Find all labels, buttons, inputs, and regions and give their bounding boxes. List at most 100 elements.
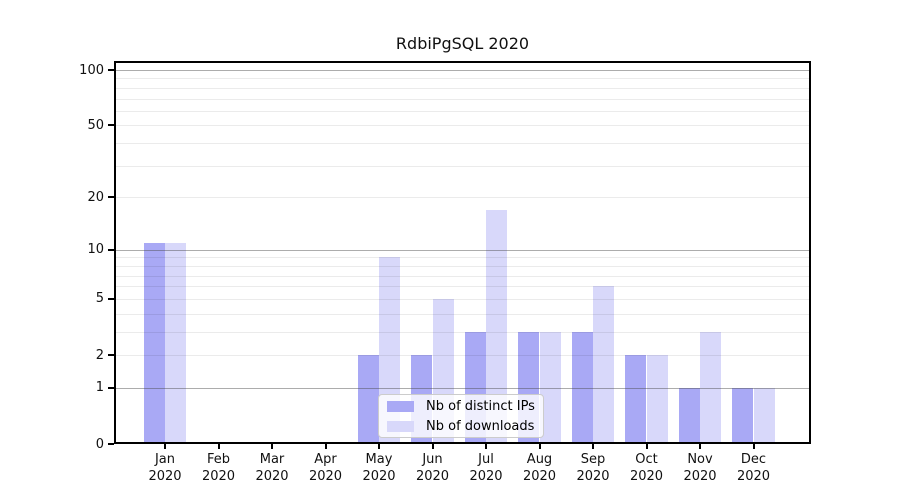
y-tick-mark [108,248,114,251]
grid-line-major [116,249,809,251]
y-tick-mark [108,69,114,71]
y-tick-label: 10 [87,242,104,258]
x-tick-month: Oct [635,452,658,467]
y-tick-mark [108,124,114,127]
bar-distinct-ips [357,355,379,443]
grid-line-minor [116,265,809,267]
bar-downloads [646,355,668,443]
x-tick-label: Aug 2020 [508,451,572,485]
x-tick-year: 2020 [201,469,236,484]
grid-line-major [116,70,809,71]
y-tick-label: 0 [95,436,104,452]
x-tick-month: Aug [526,452,553,467]
grid-line-minor [116,143,809,145]
grid-line-minor [116,165,809,167]
x-tick-label: Dec 2020 [722,451,786,485]
grid-line-minor [116,286,809,288]
x-tick-mark [645,444,648,449]
x-tick-mark [752,444,755,449]
y-tick-label: 2 [95,347,104,363]
bar-downloads [539,331,561,443]
x-tick-year: 2020 [362,469,396,484]
x-tick-mark [592,444,594,449]
grid-line-minor [116,98,809,100]
x-tick-month: Mar [259,452,285,467]
bar-distinct-ips [143,242,165,443]
x-tick-year: 2020 [148,469,182,484]
x-tick-mark [164,444,166,449]
x-tick-year: 2020 [415,469,450,484]
grid-line-minor [116,298,809,300]
y-tick-label: 20 [87,189,104,205]
y-tick-mark [108,354,114,356]
x-tick-mark [378,444,380,449]
x-tick-label: Oct 2020 [615,451,679,485]
y-tick-mark [108,297,114,300]
x-tick-label: Jan 2020 [133,451,197,485]
x-tick-month: Jun [422,452,443,467]
y-tick-label: 50 [87,117,104,133]
x-tick-month: May [365,452,393,467]
y-tick-label: 5 [95,291,104,307]
grid-line-major [116,387,809,389]
grid-line-minor [116,355,809,356]
bar-distinct-ips [625,355,647,443]
legend-row: Nb of distinct IPs [387,396,543,416]
bar-downloads [753,387,775,443]
x-tick-month: Jan [154,452,176,467]
x-tick-month: Apr [314,452,337,467]
x-tick-year: 2020 [255,469,289,484]
legend-label: Nb of distinct IPs [426,398,535,414]
y-tick-mark [108,196,114,199]
grid-line-minor [116,197,809,199]
bar-distinct-ips [732,387,754,443]
x-tick-month: Nov [687,452,713,467]
y-tick-label: 1 [95,380,104,396]
grid-line-minor [116,257,809,259]
x-tick-label: Jun 2020 [401,451,465,485]
x-tick-mark [538,444,541,449]
x-tick-year: 2020 [736,469,771,484]
y-tick-label: 100 [79,62,104,78]
x-tick-label: May 2020 [347,451,411,485]
grid-line-minor [116,125,809,127]
x-tick-year: 2020 [469,469,503,484]
x-tick-mark [485,444,487,449]
x-tick-label: Sep 2020 [561,451,625,485]
x-tick-year: 2020 [629,469,664,484]
x-tick-year: 2020 [683,469,717,484]
x-tick-mark [271,444,273,449]
bar-downloads [700,331,722,443]
legend-row: Nb of downloads [387,416,543,436]
bar-distinct-ips [571,331,593,443]
legend-label: Nb of downloads [426,418,535,434]
x-tick-month: Jul [478,452,494,467]
grid-line-minor [116,87,809,89]
legend-swatch [387,420,414,432]
x-tick-label: Nov 2020 [668,451,732,485]
x-tick-mark [217,444,220,449]
bar-downloads [593,286,615,443]
x-tick-label: Apr 2020 [294,451,358,485]
x-tick-label: Feb 2020 [187,451,251,485]
x-tick-mark [699,444,701,449]
grid-line-minor [116,331,809,333]
y-tick-mark [108,386,114,389]
bar-downloads [486,209,508,443]
grid-line-minor [116,78,809,80]
x-tick-mark [431,444,434,449]
bar-downloads [165,242,187,443]
grid-line-minor [116,313,809,315]
x-tick-month: Sep [580,452,606,467]
y-tick-mark [108,443,114,445]
x-tick-year: 2020 [308,469,343,484]
x-tick-mark [324,444,327,449]
x-tick-month: Feb [206,452,231,467]
x-tick-label: Jul 2020 [454,451,518,485]
x-tick-month: Dec [740,452,767,467]
legend: Nb of distinct IPs Nb of downloads [378,394,544,438]
chart-title: RdbiPgSQL 2020 [395,34,530,53]
x-tick-label: Mar 2020 [240,451,304,485]
grid-line-minor [116,110,809,112]
